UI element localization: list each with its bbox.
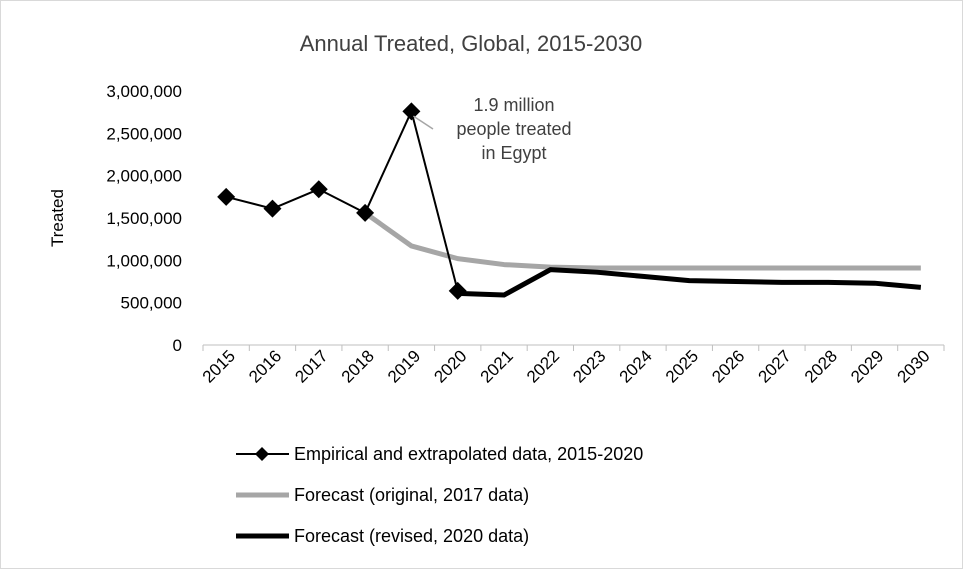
annotation: 1.9 million people treated in Egypt: [412, 95, 572, 163]
annotation-text: in Egypt: [481, 143, 546, 163]
series-layer: [217, 102, 922, 300]
legend: Empirical and extrapolated data, 2015-20…: [236, 444, 643, 546]
annotation-text: 1.9 million: [473, 95, 554, 115]
y-tick-label: 2,000,000: [106, 167, 182, 186]
x-tick-label: 2021: [477, 346, 517, 386]
legend-label: Empirical and extrapolated data, 2015-20…: [294, 444, 643, 464]
x-tick-label: 2024: [616, 346, 656, 386]
y-tick-label: 3,000,000: [106, 82, 182, 101]
y-tick-label: 0: [173, 336, 182, 355]
axes: 0 500,000 1,000,000 1,500,000 2,000,000 2,500…: [106, 82, 945, 387]
data-point-marker: [309, 180, 328, 199]
x-tick-label: 2018: [338, 346, 378, 386]
legend-label: Forecast (revised, 2020 data): [294, 526, 529, 546]
x-tick-label: 2026: [708, 346, 748, 386]
annotation-text: people treated: [456, 119, 571, 139]
chart-title: Annual Treated, Global, 2015-2030: [300, 31, 642, 56]
data-point-marker: [263, 199, 282, 218]
data-point-marker: [356, 203, 375, 222]
x-tick-label: 2019: [384, 346, 424, 386]
y-tick-label: 1,500,000: [106, 209, 182, 228]
annotation-leader-line: [412, 115, 434, 130]
x-tick-label: 2017: [291, 346, 331, 386]
legend-marker: [255, 447, 269, 461]
x-tick-label: 2020: [430, 346, 470, 386]
legend-label: Forecast (original, 2017 data): [294, 485, 529, 505]
y-tick-label: 1,000,000: [106, 251, 182, 270]
y-tick-label: 500,000: [121, 294, 182, 313]
x-tick-label: 2015: [199, 346, 239, 386]
data-point-marker: [217, 187, 236, 206]
data-point-marker: [402, 102, 421, 121]
x-tick-label: 2030: [893, 346, 933, 386]
x-tick-label: 2022: [523, 346, 563, 386]
y-axis-label: Treated: [48, 189, 67, 247]
x-tick-label: 2016: [245, 346, 285, 386]
x-tick-label: 2028: [801, 346, 841, 386]
x-tick-label: 2027: [755, 346, 795, 386]
series-line-1: [363, 210, 921, 271]
series-line-2: [457, 267, 922, 298]
y-tick-label: 2,500,000: [106, 124, 182, 143]
data-point-marker: [448, 281, 467, 300]
x-tick-label: 2025: [662, 346, 702, 386]
series-line-0: [225, 110, 459, 292]
x-tick-label: 2029: [847, 346, 887, 386]
x-tick-label: 2023: [569, 346, 609, 386]
